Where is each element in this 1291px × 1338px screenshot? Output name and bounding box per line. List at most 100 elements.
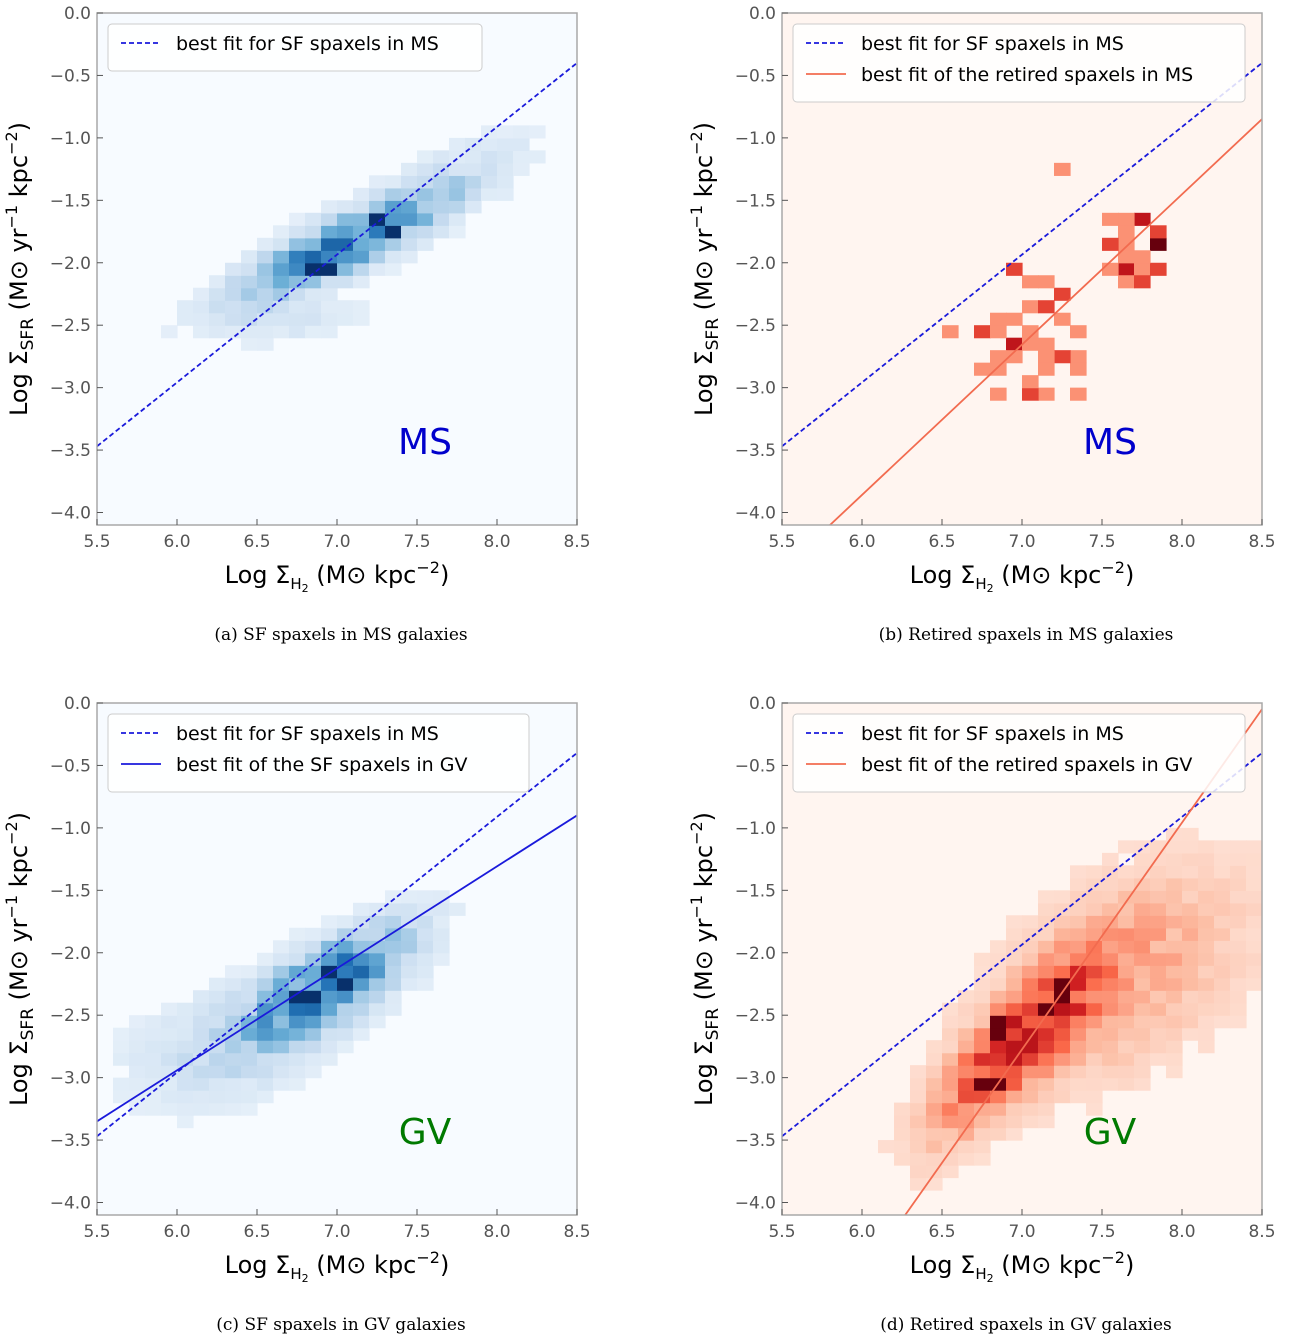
y-tick-label: −3.5 <box>735 1131 776 1151</box>
heatmap-cell <box>942 1052 959 1066</box>
heatmap-cell <box>161 325 178 339</box>
heatmap-cell <box>257 1052 274 1066</box>
heatmap-cell <box>1134 1065 1151 1079</box>
heatmap-cell <box>958 1115 975 1129</box>
heatmap-cell <box>1230 890 1247 904</box>
heatmap-cell <box>1246 890 1262 904</box>
heatmap-cell <box>1086 915 1103 929</box>
heatmap-cell <box>1118 977 1135 991</box>
heatmap-cell <box>1214 902 1231 916</box>
heatmap-cell <box>369 940 386 954</box>
heatmap-cell <box>990 977 1007 991</box>
fit-line <box>904 708 1262 1215</box>
heatmap-cell <box>337 915 354 929</box>
heatmap-cell <box>990 387 1007 401</box>
heatmap-cell <box>465 150 482 164</box>
heatmap-cell <box>353 250 370 264</box>
heatmap-cell <box>958 1090 975 1104</box>
heatmap-cell <box>974 952 991 966</box>
heatmap-cell <box>1230 952 1247 966</box>
heatmap-cell <box>1006 1040 1023 1054</box>
heatmap-cell <box>225 977 242 991</box>
heatmap-cells <box>878 827 1262 1191</box>
heatmap-cell <box>369 1015 386 1029</box>
heatmap-cell <box>1022 940 1039 954</box>
heatmap-cell <box>1070 890 1087 904</box>
heatmap-cell <box>1086 927 1103 941</box>
heatmap-cell <box>353 212 370 226</box>
heatmap-cell <box>337 225 354 239</box>
heatmap-cell <box>369 915 386 929</box>
heatmap-cell <box>225 1052 242 1066</box>
heatmap-cell <box>1086 865 1103 879</box>
heatmap-cell <box>353 940 370 954</box>
heatmap-cell <box>321 312 338 326</box>
heatmap-cell <box>1198 865 1215 879</box>
heatmap-cell <box>1118 225 1135 239</box>
heatmap-cell <box>990 1015 1007 1029</box>
heatmap-cell <box>209 1040 226 1054</box>
heatmap-cell <box>1150 225 1167 239</box>
heatmap-cell <box>910 1065 927 1079</box>
y-tick-label: −1.0 <box>50 819 91 839</box>
heatmap-cell <box>529 125 546 139</box>
heatmap-cell <box>974 362 991 376</box>
x-tick-label: 8.5 <box>563 1222 590 1242</box>
heatmap-cell <box>1246 927 1262 941</box>
heatmap-cell <box>257 1077 274 1091</box>
heatmap-cell <box>305 1027 322 1041</box>
heatmap-cell <box>321 1002 338 1016</box>
x-tick-label: 7.5 <box>403 532 430 552</box>
heatmap-cell <box>273 952 290 966</box>
heatmap-cell <box>1182 977 1199 991</box>
heatmap-cell <box>145 1102 162 1116</box>
heatmap-cell <box>1102 1002 1119 1016</box>
heatmap-cell <box>1038 890 1055 904</box>
heatmap-cell <box>1198 990 1215 1004</box>
heatmap-cell <box>990 1027 1007 1041</box>
heatmap-cell <box>942 1090 959 1104</box>
heatmap-cell <box>1054 890 1071 904</box>
heatmap-cell <box>305 262 322 276</box>
heatmap-cell <box>1118 840 1135 854</box>
heatmap-cell <box>1022 952 1039 966</box>
heatmap-cell <box>1230 965 1247 979</box>
heatmap-cell <box>958 1102 975 1116</box>
heatmap-cell <box>305 1065 322 1079</box>
heatmap-cell <box>241 1065 258 1079</box>
heatmap-cell <box>385 237 402 251</box>
heatmap-cell <box>433 187 450 201</box>
heatmap-cell <box>337 952 354 966</box>
heatmap-cell <box>193 312 210 326</box>
heatmap-cell <box>161 1052 178 1066</box>
heatmap-cell <box>1182 1002 1199 1016</box>
heatmap-cell <box>417 977 434 991</box>
heatmap-cell <box>497 125 514 139</box>
heatmap-cell <box>337 262 354 276</box>
heatmap-cell <box>1182 1027 1199 1041</box>
y-tick-label: −2.5 <box>735 1006 776 1026</box>
heatmap-cell <box>1102 852 1119 866</box>
panel-caption: (c) SF spaxels in GV galaxies <box>216 1315 465 1335</box>
heatmap-cell <box>193 1102 210 1116</box>
heatmap-cell <box>321 225 338 239</box>
heatmap-cell <box>257 300 274 314</box>
y-tick-label: 0.0 <box>64 4 91 24</box>
heatmap-cell <box>177 1002 194 1016</box>
heatmap-cell <box>1214 940 1231 954</box>
heatmap-cell <box>1230 915 1247 929</box>
heatmap-cell <box>193 287 210 301</box>
heatmap-cell <box>1182 952 1199 966</box>
x-tick-label: 6.0 <box>848 532 875 552</box>
heatmap-cell <box>1086 965 1103 979</box>
panel-a: 5.5 6.0 6.5 7.0 7.5 8.0 8.5 0.0 −0.5 −1.0 −1.5 −2.0… <box>2 4 591 645</box>
heatmap-cell <box>305 927 322 941</box>
heatmap-cell <box>1198 852 1215 866</box>
heatmap-cell <box>1006 337 1023 351</box>
heatmap-cell <box>1070 1015 1087 1029</box>
heatmap-cell <box>1006 915 1023 929</box>
heatmap-cell <box>1214 965 1231 979</box>
heatmap-cell <box>1006 1077 1023 1091</box>
heatmap-cell <box>353 1015 370 1029</box>
heatmap-cell <box>1006 927 1023 941</box>
